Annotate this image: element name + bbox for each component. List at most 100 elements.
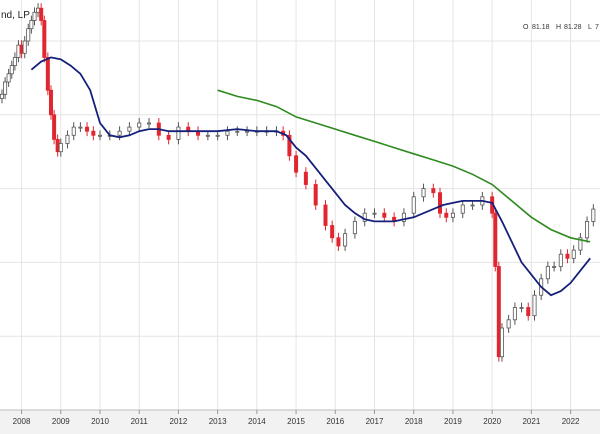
x-tick-label: 2018 — [405, 417, 423, 426]
price-candle — [336, 232, 341, 251]
candle-body — [421, 188, 426, 198]
candle-body — [532, 294, 537, 317]
x-tick-label: 2009 — [52, 417, 70, 426]
x-tick-label: 2022 — [562, 417, 580, 426]
candle-body — [506, 319, 511, 329]
candle-body — [22, 40, 27, 54]
candle-body — [215, 134, 220, 137]
x-axis-ticks: 2008 2009 2010 2011 2012 2013 2014 2015 2016 2017… — [13, 410, 580, 426]
price-candle — [496, 261, 501, 362]
price-candle — [3, 77, 8, 100]
x-tick-label: 2017 — [366, 417, 384, 426]
price-candle — [98, 130, 103, 141]
candle-body — [526, 307, 531, 317]
price-candle — [499, 323, 504, 362]
ohlc-high-label: H — [556, 24, 561, 31]
price-candle — [9, 60, 14, 79]
chart-title: nd, LP — [1, 10, 30, 21]
candle-body — [565, 253, 570, 259]
candle-body — [336, 237, 341, 247]
price-candle — [52, 109, 57, 145]
price-candle — [571, 245, 576, 264]
candle-body — [372, 212, 377, 215]
ohlc-high-value: 81.28 — [564, 24, 582, 31]
price-candles — [0, 3, 596, 362]
price-candle — [65, 130, 70, 149]
price-candle — [235, 126, 240, 137]
candle-body — [71, 126, 76, 136]
candle-body — [78, 126, 83, 129]
candle-body — [401, 212, 406, 222]
candle-body — [585, 220, 590, 239]
price-candle — [85, 122, 90, 137]
candle-body — [552, 266, 557, 268]
candle-body — [176, 126, 181, 140]
ohlc-readout: O 81.18 H 81.28 L 7 — [523, 24, 599, 31]
candle-body — [137, 122, 142, 128]
x-tick-label: 2015 — [287, 417, 305, 426]
price-candle — [382, 208, 387, 223]
candle-body — [519, 307, 524, 309]
price-candle — [532, 290, 537, 321]
candle-body — [450, 212, 455, 218]
candle-body — [98, 134, 103, 137]
price-candle — [372, 208, 377, 219]
plot-background — [0, 0, 600, 410]
price-candle — [401, 208, 406, 227]
candle-body — [127, 126, 132, 132]
price-candle — [78, 122, 83, 133]
candle-body — [0, 93, 4, 99]
candle-body — [42, 20, 47, 58]
x-tick-label: 2014 — [248, 417, 266, 426]
price-candle — [565, 249, 570, 264]
price-candle — [578, 232, 583, 256]
price-candle — [127, 122, 132, 137]
long-moving-average-line — [217, 89, 591, 243]
price-candle — [519, 302, 524, 313]
candle-body — [411, 196, 416, 214]
candle-body — [323, 204, 328, 226]
candle-body — [591, 208, 596, 222]
candle-body — [571, 249, 576, 259]
price-candle — [512, 302, 517, 325]
candle-body — [235, 130, 240, 133]
price-candle — [225, 126, 230, 141]
candle-body — [294, 155, 299, 173]
price-candle — [22, 36, 27, 59]
price-candle — [12, 52, 17, 71]
candle-body — [36, 7, 41, 13]
price-candle — [493, 208, 498, 272]
price-candle — [585, 216, 590, 243]
price-candle — [245, 126, 250, 137]
candle-body — [545, 266, 550, 280]
x-tick-label: 2011 — [131, 417, 149, 426]
candle-body — [91, 130, 96, 136]
candle-body — [352, 220, 357, 235]
candle-body — [32, 11, 37, 21]
candle-body — [460, 204, 465, 214]
price-candle — [411, 191, 416, 219]
ohlc-low-label: L — [588, 24, 592, 31]
candle-body — [12, 57, 17, 67]
candle-body — [52, 114, 57, 140]
candle-body — [313, 184, 318, 206]
candle-body — [303, 171, 308, 185]
candle-body — [287, 134, 292, 157]
ohlc-open-value: 81.18 — [532, 24, 550, 31]
price-candle — [176, 122, 181, 145]
ohlc-open-label: O — [523, 24, 529, 31]
price-candle — [0, 89, 4, 104]
price-candle — [526, 302, 531, 321]
candle-body — [382, 212, 387, 218]
price-candle — [147, 118, 152, 128]
x-tick-label: 2008 — [13, 417, 31, 426]
x-tick-label: 2020 — [483, 417, 501, 426]
candle-body — [431, 188, 436, 194]
candle-body — [343, 233, 348, 247]
ohlc-low-value: 7 — [595, 24, 599, 31]
candle-body — [26, 28, 31, 42]
price-candle — [431, 183, 436, 198]
candle-body — [85, 126, 90, 132]
price-candle — [42, 15, 47, 63]
